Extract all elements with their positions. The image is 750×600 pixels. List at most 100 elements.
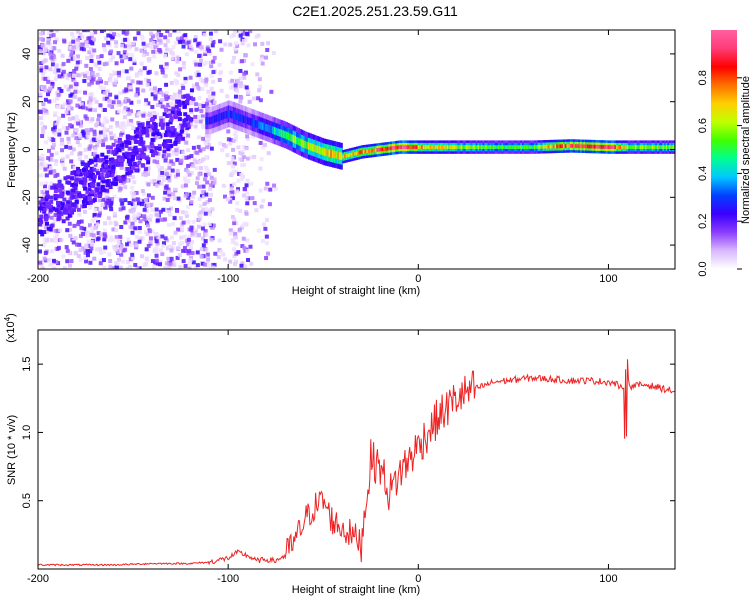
spectrogram-cell bbox=[69, 203, 74, 208]
spectrogram-cell bbox=[171, 221, 176, 226]
spectrogram-cell bbox=[183, 264, 188, 269]
spectrogram-cell bbox=[87, 223, 92, 228]
spectrogram-cell bbox=[217, 62, 222, 67]
spectrogram-cell bbox=[68, 145, 73, 150]
spectrogram-cell bbox=[145, 82, 150, 87]
spectrogram-cell bbox=[92, 167, 97, 172]
spectrogram-cell bbox=[236, 145, 241, 150]
spectrogram-cell bbox=[148, 203, 153, 208]
spectrogram-cell bbox=[218, 141, 223, 146]
spectrogram-cell bbox=[107, 252, 112, 257]
spectrogram-cell bbox=[263, 186, 268, 191]
spectrogram-cell bbox=[102, 91, 107, 96]
spectrogram-cell bbox=[115, 249, 120, 254]
spectrogram-cell bbox=[104, 155, 109, 160]
spectrogram-cell bbox=[59, 137, 64, 142]
spectrogram-ridge-cell bbox=[381, 147, 384, 152]
spectrogram-cell bbox=[109, 202, 114, 207]
spectrogram-cell bbox=[163, 105, 168, 110]
spectrogram-cell bbox=[38, 206, 43, 211]
spectrogram-cell bbox=[123, 99, 128, 104]
spectrogram-cell bbox=[75, 60, 80, 65]
spectrogram-cell bbox=[194, 49, 199, 54]
spectrogram-cell bbox=[108, 131, 113, 136]
spectrogram-cell bbox=[131, 126, 136, 131]
spectrogram-cell bbox=[93, 151, 98, 156]
spectrogram-cell bbox=[87, 104, 92, 109]
snr-frame bbox=[37, 329, 676, 570]
spectrogram-cell bbox=[54, 122, 59, 127]
spectrogram-cell bbox=[266, 151, 271, 156]
spectrogram-ridge-cell bbox=[219, 113, 222, 121]
spectrogram-cell bbox=[120, 244, 125, 249]
spectrogram-cell bbox=[47, 89, 52, 94]
spectrogram-cell bbox=[198, 210, 203, 215]
spectrogram-cell bbox=[184, 155, 189, 160]
spectrogram-cell bbox=[164, 90, 169, 95]
spectrogram-cell bbox=[46, 38, 51, 43]
spectrogram-cell bbox=[269, 89, 274, 94]
spectrogram-cell bbox=[70, 170, 75, 175]
spectrogram-cell bbox=[87, 146, 92, 151]
spectrogram-cell bbox=[142, 66, 147, 71]
spectrogram-cell bbox=[144, 261, 149, 266]
spectrogram-cell bbox=[153, 90, 158, 95]
spectrogram-cell bbox=[236, 250, 241, 255]
spectrogram-cell bbox=[43, 250, 48, 255]
spectrogram-cell bbox=[97, 135, 102, 140]
spectrogram-cell bbox=[85, 182, 90, 187]
spectrogram-cell bbox=[100, 176, 105, 181]
spectrogram-cell bbox=[108, 185, 113, 190]
spectrogram-ridge-cell bbox=[316, 145, 319, 154]
spectrogram-ridge-cell bbox=[669, 145, 672, 149]
spectrogram-cell bbox=[43, 58, 48, 63]
spectrogram-cell bbox=[57, 179, 62, 184]
spectrogram-cell bbox=[148, 217, 153, 222]
spectrogram-cell bbox=[111, 149, 116, 154]
spectrogram-ridge-cell bbox=[590, 144, 593, 149]
spectrogram-cell bbox=[87, 160, 92, 165]
spectrogram-cell bbox=[176, 99, 181, 104]
spectrogram-cell bbox=[66, 100, 71, 105]
spectrogram-cell bbox=[169, 159, 174, 164]
spectrogram-cell bbox=[80, 34, 85, 39]
spectrogram-cell bbox=[205, 180, 210, 185]
spectrogram-cell bbox=[68, 41, 73, 46]
spectrogram-cell bbox=[90, 228, 95, 233]
spectrogram-cell bbox=[137, 158, 142, 163]
spectrogram-cell bbox=[108, 78, 113, 83]
colorbar-tick-label: 0.6 bbox=[697, 118, 709, 133]
spectrogram-cell bbox=[144, 126, 149, 131]
spectrogram-ridge-cell bbox=[343, 154, 347, 159]
spectrogram-cell bbox=[53, 77, 58, 82]
spectrogram-cell bbox=[84, 162, 89, 167]
spectrogram-cell bbox=[191, 219, 196, 224]
spectrogram-cell bbox=[147, 229, 152, 234]
spectrogram-cell bbox=[44, 225, 49, 230]
spectrogram-cell bbox=[246, 90, 251, 95]
spectrogram-cell bbox=[67, 206, 72, 211]
spectrogram-ridge-cell bbox=[361, 150, 364, 154]
spectrogram-cell bbox=[52, 266, 57, 269]
spectrogram-cell bbox=[150, 208, 155, 213]
spectrogram-cell bbox=[101, 43, 106, 48]
spectrogram-cell bbox=[211, 223, 216, 228]
spectrogram-cell bbox=[95, 143, 100, 148]
spectrogram-cell bbox=[89, 34, 94, 39]
spectrogram-cell bbox=[53, 189, 58, 194]
spectrogram-cell bbox=[114, 138, 119, 143]
spectrogram-ridge-cell bbox=[610, 145, 614, 149]
colorbar-label: Normalized spectral amplitude bbox=[740, 76, 750, 224]
spectrogram-cell bbox=[60, 162, 65, 167]
spectrogram-ridge-cell bbox=[484, 145, 487, 149]
spectrogram-cell bbox=[110, 266, 115, 269]
spectrogram-cell bbox=[39, 161, 44, 166]
spectrogram-cell bbox=[89, 58, 94, 63]
spectrogram-cell bbox=[171, 112, 176, 117]
spectrogram-cell bbox=[211, 79, 216, 84]
spectrogram-cell bbox=[95, 121, 100, 126]
spectrogram-cell bbox=[100, 123, 105, 128]
spectrogram-cell bbox=[154, 146, 159, 151]
spectrogram-ridge-cell bbox=[239, 114, 242, 122]
spectrogram-cell bbox=[162, 196, 167, 201]
